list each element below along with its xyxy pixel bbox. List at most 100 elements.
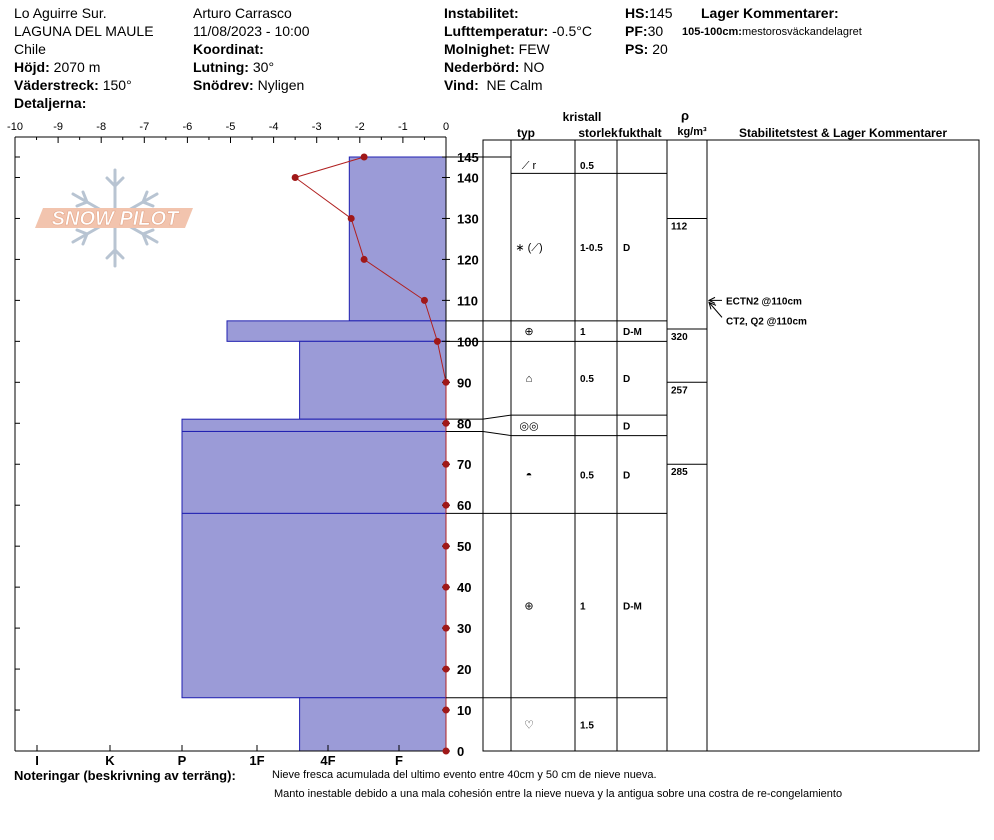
layer-grain-size: 1	[580, 327, 586, 338]
stability-arrowhead	[707, 296, 716, 304]
temperature-point	[420, 296, 428, 304]
layer-grain-size: 1-0.5	[580, 243, 603, 254]
hardness-tick-label: 4F	[320, 753, 335, 768]
layer-grain-size: 1	[580, 602, 586, 613]
stability-tests: ECTN2 @110cm CT2, Q2 @110cm	[707, 296, 807, 327]
hardness-tick-label: F	[395, 753, 403, 768]
wind-row: Vind: NE Calm	[444, 76, 543, 94]
height-tick-label: 130	[457, 211, 479, 226]
details-label: Detaljerna:	[14, 95, 87, 111]
notes-line-2: Manto inestable debido a una mala cohesi…	[274, 788, 843, 800]
height-tick-label: 60	[457, 498, 471, 513]
temperature-point	[291, 173, 299, 181]
temperature-point	[442, 706, 450, 714]
notes-label: Noteringar (beskrivning av terräng):	[14, 768, 236, 783]
hardness-tick-label: I	[35, 753, 39, 768]
layer-comment: 105-100cm:mestorosväckandelagret	[682, 23, 862, 41]
sky-value: FEW	[518, 41, 550, 57]
stability-test-label: ECTN2 @110cm	[726, 296, 802, 307]
height-tick-label: 0	[457, 744, 464, 759]
pf-value: 30	[647, 23, 664, 39]
layer-grain-type: ♡	[524, 719, 534, 731]
watermark-banner	[35, 208, 193, 228]
instability-label: Instabilitet:	[444, 5, 519, 21]
density-value: 285	[671, 467, 688, 478]
hs-row: HS:145	[625, 4, 672, 22]
layer-grain-size: 0.5	[580, 470, 594, 481]
pf-label: PF:	[625, 23, 648, 39]
temperature-point	[442, 460, 450, 468]
table-border	[482, 139, 980, 752]
aspect-value: 150°	[102, 77, 132, 93]
height-tick-label: 70	[457, 457, 471, 472]
hardness-layer-6	[299, 697, 447, 752]
drift-value: Nyligen	[257, 77, 305, 93]
precip-label: Nederbörd:	[444, 59, 520, 75]
hardness-axis: I K P 1F 4F F	[35, 745, 403, 768]
height-tick-label: 80	[457, 416, 471, 431]
temperature-point	[442, 624, 450, 632]
layer-moisture: D-M	[623, 602, 642, 613]
stability-arrow	[708, 302, 723, 318]
layer-grain-type: ⊕	[524, 326, 533, 338]
stability-test-label: CT2, Q2 @110cm	[726, 316, 807, 327]
temperature-point	[442, 583, 450, 591]
hs-label: HS:	[625, 5, 650, 21]
height-tick-label: 50	[457, 539, 471, 554]
temp-tick-label: -2	[355, 121, 365, 133]
ps-value: 20	[652, 41, 668, 57]
layer-comment-range: 105-100cm:	[682, 26, 742, 38]
stability-header: Stabilitetstest & Lager Kommentarer	[739, 126, 947, 140]
coord-label: Koordinat:	[193, 41, 264, 57]
stability-arrowhead	[708, 301, 717, 310]
rho-header: ρ	[681, 108, 689, 123]
layer-grain-size: 0.5	[580, 161, 594, 172]
layer-moisture: D	[623, 421, 630, 432]
layer-moisture: D	[623, 243, 630, 254]
temperature-point	[442, 665, 450, 673]
ps-row: PS: 20	[625, 40, 668, 58]
layer-table: kristall typ storlek fukthalt ρ kg/m³ Stabilit…	[446, 108, 980, 752]
temp-tick-label: -10	[7, 121, 23, 133]
hardness-tick-label: K	[105, 753, 115, 768]
size-header: storlek	[578, 126, 618, 140]
temperature-point	[442, 419, 450, 427]
elevation-value: 2070 m	[53, 59, 101, 75]
height-tick-label: 20	[457, 662, 471, 677]
airtemp-value: -0.5°C	[552, 23, 592, 39]
type-header: typ	[517, 126, 535, 140]
hardness-layer-1	[226, 320, 447, 342]
layer-grain-type: ◎◎	[519, 420, 538, 432]
country-name: Chile	[14, 41, 46, 57]
airtemp-label: Lufttemperatur:	[444, 23, 549, 39]
hardness-layer-4	[181, 430, 447, 514]
elevation-label: Höjd:	[14, 59, 50, 75]
temp-tick-label: 0	[443, 121, 449, 133]
airtemp-row: Lufttemperatur: -0.5°C	[444, 22, 592, 40]
observation-datetime: 11/08/2023 - 10:00	[193, 23, 310, 39]
snow-profile-chart: SNOW PILOT -10 -9 -8 -7 -6 -5 -4 -3 -2 -1 0 I K P 1F 4…	[7, 108, 980, 768]
drift-row: Snödrev: Nyligen	[193, 76, 304, 94]
layer-moisture: D	[623, 470, 630, 481]
observer-name: Arturo Carrasco	[193, 5, 292, 21]
aspect-row: Väderstreck: 150°	[14, 76, 132, 94]
layer-grain-size: 0.5	[580, 374, 594, 385]
temp-tick-label: -1	[398, 121, 408, 133]
temp-tick-label: -7	[139, 121, 149, 133]
layer-grain-type: ◓	[526, 469, 533, 481]
coord-row: Koordinat:	[193, 40, 264, 58]
hardness-layer-0	[348, 156, 447, 322]
height-tick-label: 120	[457, 252, 479, 267]
crystal-header: kristall	[563, 110, 602, 124]
hardness-tick-label: 1F	[249, 753, 264, 768]
region-name: LAGUNA DEL MAULE	[14, 23, 154, 39]
temperature-axis: -10 -9 -8 -7 -6 -5 -4 -3 -2 -1 0	[7, 121, 449, 143]
details-row: Detaljerna:	[14, 94, 86, 112]
layer-moisture: D	[623, 374, 630, 385]
temperature-point	[442, 747, 450, 755]
layer-comments-label: Lager Kommentarer:	[701, 5, 839, 21]
density-value: 112	[671, 221, 688, 232]
layer-grain-type: ⊕	[524, 601, 533, 613]
slope-row: Lutning: 30°	[193, 58, 274, 76]
temperature-line	[294, 156, 447, 751]
